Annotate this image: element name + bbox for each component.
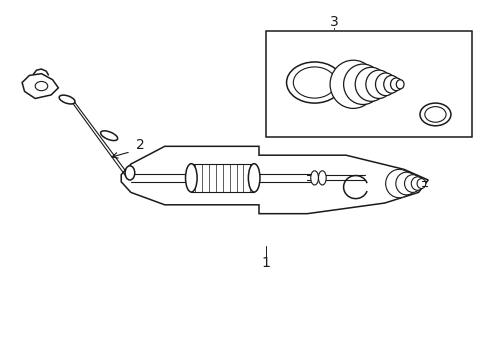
- Ellipse shape: [101, 131, 118, 140]
- Ellipse shape: [375, 73, 395, 96]
- Ellipse shape: [310, 171, 318, 185]
- Ellipse shape: [383, 76, 398, 93]
- Polygon shape: [22, 74, 58, 99]
- Ellipse shape: [185, 164, 197, 192]
- Ellipse shape: [416, 179, 425, 189]
- Ellipse shape: [404, 175, 420, 192]
- Ellipse shape: [385, 169, 412, 198]
- Circle shape: [286, 62, 342, 103]
- Ellipse shape: [385, 169, 412, 198]
- Ellipse shape: [354, 67, 386, 101]
- Ellipse shape: [395, 172, 416, 195]
- Ellipse shape: [410, 177, 423, 190]
- Bar: [265, 31, 471, 138]
- Ellipse shape: [125, 166, 135, 180]
- Ellipse shape: [318, 171, 325, 185]
- Ellipse shape: [365, 70, 391, 99]
- Ellipse shape: [329, 60, 376, 108]
- Ellipse shape: [390, 78, 401, 91]
- Ellipse shape: [59, 95, 75, 104]
- Polygon shape: [121, 146, 427, 214]
- Ellipse shape: [329, 60, 376, 108]
- Circle shape: [424, 107, 445, 122]
- Text: 2: 2: [136, 138, 144, 152]
- Ellipse shape: [248, 164, 260, 192]
- Ellipse shape: [395, 80, 403, 89]
- Text: 1: 1: [261, 256, 270, 270]
- Ellipse shape: [343, 64, 382, 104]
- Circle shape: [293, 67, 335, 98]
- Text: 3: 3: [329, 15, 338, 29]
- Circle shape: [419, 103, 450, 126]
- Circle shape: [35, 81, 48, 91]
